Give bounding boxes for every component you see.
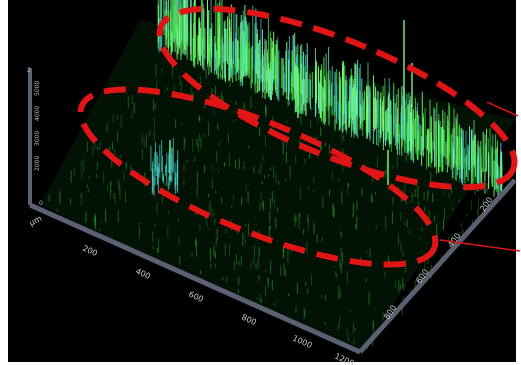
x-axis [28,202,362,355]
z-tick-label: 0 [39,200,43,207]
z-tick-label: 5000 [34,81,41,96]
z-top-label: 2 [27,67,31,74]
axes [28,68,517,355]
leader-lines [439,101,521,252]
y-axis [358,178,517,354]
leader-line [439,239,521,252]
highlight-ellipse-upper [156,5,518,191]
z-tick-label: 3000 [34,131,41,146]
intensity-peaks [48,0,511,349]
z-tick-label: 2000 [34,156,41,171]
z-tick-label: 4000 [34,106,41,121]
z-tick-labels: 2 5000 4000 3000 2000 0 [27,67,43,207]
highlight-ellipse-lower [77,86,439,268]
highlight-ellipses [77,5,518,268]
leader-line [486,101,519,117]
